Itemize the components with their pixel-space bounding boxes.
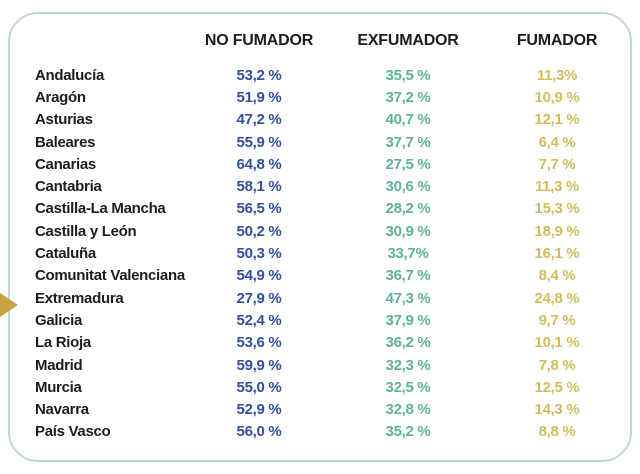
table-row: Asturias 47,2 % 40,7 % 12,1 % [10, 109, 630, 131]
no-fumador-value: 51,9 % [236, 88, 282, 106]
region-label: Cataluña [35, 245, 96, 263]
table-row: Cantabria 58,1 % 30,6 % 11,3 % [10, 175, 630, 197]
region-label: Comunitat Valenciana [35, 267, 185, 285]
fumador-value: 6,4 % [538, 133, 576, 151]
exfumador-value: 30,9 % [385, 222, 431, 240]
no-fumador-value: 64,8 % [236, 155, 282, 173]
no-fumador-value: 56,5 % [236, 200, 282, 218]
region-label: Extremadura [35, 289, 124, 307]
no-fumador-value: 52,4 % [236, 311, 282, 329]
fumador-value: 24,8 % [534, 289, 580, 307]
no-fumador-value: 52,9 % [236, 401, 282, 419]
no-fumador-value: 56,0 % [236, 423, 282, 441]
exfumador-value: 37,9 % [385, 311, 431, 329]
region-label: Castilla-La Mancha [35, 200, 166, 218]
exfumador-value: 36,7 % [385, 267, 431, 285]
table-header-row: NO FUMADOR EXFUMADOR FUMADOR [10, 30, 630, 52]
region-label: Canarias [35, 155, 96, 173]
fumador-value: 9,7 % [538, 311, 576, 329]
region-label: Madrid [35, 356, 83, 374]
fumador-value: 10,1 % [534, 334, 580, 352]
exfumador-value: 35,5 % [385, 66, 431, 84]
table-row: Castilla-La Mancha 56,5 % 28,2 % 15,3 % [10, 198, 630, 220]
no-fumador-value: 53,2 % [236, 66, 282, 84]
table-row: Galicia 52,4 % 37,9 % 9,7 % [10, 309, 630, 331]
fumador-value: 15,3 % [534, 200, 580, 218]
region-label: Cantabria [35, 178, 102, 196]
fumador-value: 7,7 % [538, 155, 576, 173]
no-fumador-value: 58,1 % [236, 178, 282, 196]
table-row: Navarra 52,9 % 32,8 % 14,3 % [10, 398, 630, 420]
region-label: País Vasco [35, 423, 111, 441]
exfumador-value: 40,7 % [385, 111, 431, 129]
table-row: La Rioja 53,6 % 36,2 % 10,1 % [10, 332, 630, 354]
fumador-value: 10,9 % [534, 88, 580, 106]
fumador-value: 16,1 % [534, 245, 580, 263]
exfumador-value: 33,7% [387, 245, 429, 263]
exfumador-value: 36,2 % [385, 334, 431, 352]
fumador-value: 11,3% [536, 66, 578, 84]
exfumador-value: 47,3 % [385, 289, 431, 307]
fumador-value: 7,8 % [538, 356, 576, 374]
no-fumador-value: 54,9 % [236, 267, 282, 285]
table-row: Baleares 55,9 % 37,7 % 6,4 % [10, 131, 630, 153]
fumador-value: 12,5 % [534, 378, 580, 396]
region-label: Galicia [35, 311, 83, 329]
exfumador-value: 32,5 % [385, 378, 431, 396]
exfumador-value: 32,8 % [385, 401, 431, 419]
no-fumador-value: 55,9 % [236, 133, 282, 151]
table-row: Extremadura 27,9 % 47,3 % 24,8 % [10, 287, 630, 309]
exfumador-value: 28,2 % [385, 200, 431, 218]
table-row: Andalucía 53,2 % 35,5 % 11,3% [10, 64, 630, 86]
region-label: Asturias [35, 111, 93, 129]
no-fumador-value: 59,9 % [236, 356, 282, 374]
table-row: Cataluña 50,3 % 33,7% 16,1 % [10, 242, 630, 264]
column-header-no-fumador: NO FUMADOR [204, 32, 314, 49]
table-row: País Vasco 56,0 % 35,2 % 8,8 % [10, 421, 630, 443]
fumador-value: 8,8 % [538, 423, 576, 441]
no-fumador-value: 27,9 % [236, 289, 282, 307]
table-row: Comunitat Valenciana 54,9 % 36,7 % 8,4 % [10, 265, 630, 287]
table-row: Aragón 51,9 % 37,2 % 10,9 % [10, 86, 630, 108]
region-label: Baleares [35, 133, 96, 151]
region-label: Castilla y León [35, 222, 137, 240]
fumador-value: 18,9 % [534, 222, 580, 240]
exfumador-value: 27,5 % [385, 155, 431, 173]
region-label: Murcia [35, 378, 82, 396]
pointer-arrow-icon [0, 293, 18, 317]
exfumador-value: 35,2 % [385, 423, 431, 441]
region-label: Andalucía [35, 66, 104, 84]
column-header-fumador: FUMADOR [516, 32, 598, 49]
no-fumador-value: 50,2 % [236, 222, 282, 240]
exfumador-value: 30,6 % [385, 178, 431, 196]
table-row: Murcia 55,0 % 32,5 % 12,5 % [10, 376, 630, 398]
fumador-value: 11,3 % [534, 178, 580, 196]
region-label: Navarra [35, 401, 89, 419]
table-body: Andalucía 53,2 % 35,5 % 11,3% Aragón 51,9 % 37… [10, 64, 630, 443]
region-label: Aragón [35, 88, 86, 106]
fumador-value: 14,3 % [534, 401, 580, 419]
smoking-stats-card: NO FUMADOR EXFUMADOR FUMADOR Andalucía 53… [8, 12, 632, 462]
no-fumador-value: 50,3 % [236, 245, 282, 263]
fumador-value: 8,4 % [538, 267, 576, 285]
fumador-value: 12,1 % [534, 111, 580, 129]
exfumador-value: 37,7 % [385, 133, 431, 151]
table-row: Madrid 59,9 % 32,3 % 7,8 % [10, 354, 630, 376]
column-header-exfumador: EXFUMADOR [357, 32, 459, 49]
no-fumador-value: 47,2 % [236, 111, 282, 129]
region-label: La Rioja [35, 334, 91, 352]
exfumador-value: 37,2 % [385, 88, 431, 106]
no-fumador-value: 53,6 % [236, 334, 282, 352]
no-fumador-value: 55,0 % [236, 378, 282, 396]
table-row: Canarias 64,8 % 27,5 % 7,7 % [10, 153, 630, 175]
exfumador-value: 32,3 % [385, 356, 431, 374]
table-row: Castilla y León 50,2 % 30,9 % 18,9 % [10, 220, 630, 242]
